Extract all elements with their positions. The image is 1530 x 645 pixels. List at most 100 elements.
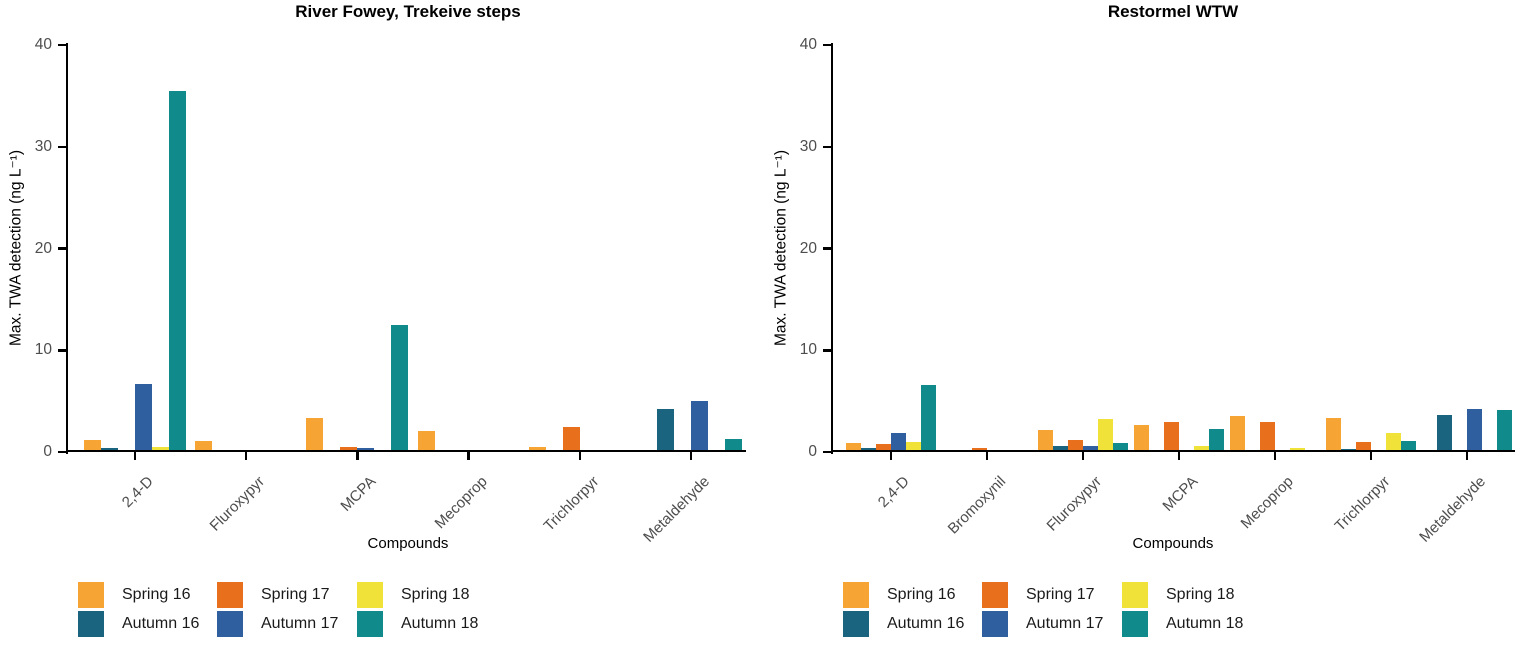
y-tick: [822, 450, 831, 454]
x-tick: [889, 452, 893, 460]
x-category-label: Trichlorpyr: [540, 473, 602, 535]
bar-spring-16: [84, 439, 101, 452]
legend-item: Spring 17: [982, 582, 1182, 608]
x-tick: [133, 452, 137, 460]
y-tick: [57, 145, 66, 148]
legend-label: Spring 16: [887, 586, 956, 603]
bar-spring-16: [1134, 424, 1149, 452]
x-category-label: Bromoxynil: [944, 473, 1010, 538]
bar-spring-16: [1038, 429, 1053, 452]
y-tick-label: 20: [799, 239, 817, 257]
y-tick-label: 40: [34, 36, 52, 53]
y-tick-label: 20: [34, 239, 52, 257]
legend-swatch: [357, 611, 383, 637]
bar-autumn-18: [1497, 410, 1512, 452]
y-tick-label: 30: [34, 137, 52, 155]
bar-autumn-16: [1437, 415, 1452, 452]
legend-label: Autumn 17: [261, 615, 339, 632]
chart-title: River Fowey, Trekeive steps: [295, 2, 521, 21]
bar-spring-18: [1098, 419, 1113, 452]
bar-spring-16: [846, 442, 861, 452]
chart-river-fowey: River Fowey, Trekeive steps Max. TWA det…: [8, 2, 746, 637]
y-tick-label: 10: [34, 341, 52, 359]
bar-spring-16: [417, 430, 435, 452]
legend-swatch: [843, 582, 869, 608]
bar-spring-17: [562, 426, 580, 452]
bar-spring-16: [306, 418, 324, 452]
y-tick: [822, 247, 831, 250]
x-category-label: MCPA: [1159, 473, 1202, 515]
legend-label: Spring 16: [122, 586, 191, 603]
legend-swatch: [982, 582, 1008, 608]
x-tick: [985, 452, 989, 460]
x-category-label: Mecoprop: [1237, 473, 1298, 533]
legend-item: Spring 16: [78, 582, 278, 608]
x-category-label: Trichlorpyr: [1331, 473, 1394, 535]
bar-autumn-18: [1209, 428, 1224, 452]
legend-swatch: [78, 582, 104, 608]
legend-item: Spring 18: [357, 582, 557, 608]
legend-label: Autumn 16: [122, 615, 200, 632]
y-tick-label: 10: [799, 341, 817, 359]
y-tick-label: 0: [43, 443, 52, 460]
x-axis-line: [830, 449, 1515, 452]
legend-label: Spring 17: [261, 586, 330, 603]
bar-autumn-17: [1467, 409, 1482, 452]
x-tick: [1369, 452, 1373, 460]
bar-spring-17: [876, 443, 891, 452]
bar-autumn-18: [1113, 442, 1128, 452]
bar-spring-17: [1260, 422, 1275, 452]
bar-spring-17: [1164, 422, 1179, 452]
bar-spring-18: [152, 446, 169, 452]
legend-item: Spring 18: [1122, 582, 1322, 608]
legend-item: Autumn 16: [843, 611, 1043, 637]
bar-spring-18: [906, 441, 921, 452]
x-category-label: Mecoprop: [431, 473, 491, 533]
y-axis-line: [830, 43, 833, 454]
y-tick: [57, 450, 66, 454]
x-tick: [1081, 452, 1085, 460]
bar-spring-18: [1386, 432, 1401, 452]
legend-label: Autumn 17: [1026, 615, 1104, 632]
x-category-label: Fluroxypyr: [206, 473, 269, 535]
bar-autumn-16: [1053, 445, 1068, 452]
y-tick-label: 30: [799, 137, 817, 155]
x-category-label: Fluroxypyr: [1043, 473, 1106, 535]
bar-autumn-18: [1401, 440, 1416, 452]
bar-spring-17: [340, 446, 358, 452]
x-tick: [1273, 452, 1277, 460]
legend-label: Autumn 18: [401, 615, 479, 632]
legend-label: Spring 18: [1166, 586, 1235, 603]
x-tick: [578, 452, 582, 460]
bar-autumn-18: [921, 384, 936, 452]
legend-label: Autumn 18: [1166, 615, 1244, 632]
legend-label: Spring 18: [401, 586, 470, 603]
legend-item: Autumn 16: [78, 611, 278, 637]
chart-restormel-wtw: Restormel WTW Max. TWA detection (ng L⁻¹…: [765, 0, 1530, 645]
legend-item: Spring 17: [217, 582, 417, 608]
bar-spring-17: [1068, 439, 1083, 452]
y-tick: [822, 43, 831, 47]
legend-swatch: [217, 582, 243, 608]
y-tick: [822, 145, 831, 148]
x-category-label: 2,4-D: [875, 473, 914, 511]
bar-spring-17: [1356, 441, 1371, 452]
x-tick: [356, 452, 359, 460]
bar-spring-16: [1326, 418, 1341, 452]
legend-swatch: [78, 611, 104, 637]
legend-label: Spring 17: [1026, 586, 1095, 603]
bar-autumn-17: [135, 383, 152, 452]
legend-item: Spring 16: [843, 582, 1043, 608]
legend-item: Autumn 18: [357, 611, 557, 637]
legend-label: Autumn 16: [887, 615, 965, 632]
bar-autumn-18: [391, 324, 409, 452]
y-tick: [57, 247, 66, 250]
bar-autumn-18: [725, 438, 742, 452]
legend-item: Autumn 18: [1122, 611, 1322, 637]
bar-spring-16: [528, 446, 546, 452]
legend-item: Autumn 17: [217, 611, 417, 637]
legend-swatch: [982, 611, 1008, 637]
bar-autumn-17: [691, 401, 708, 452]
x-tick: [689, 452, 693, 460]
